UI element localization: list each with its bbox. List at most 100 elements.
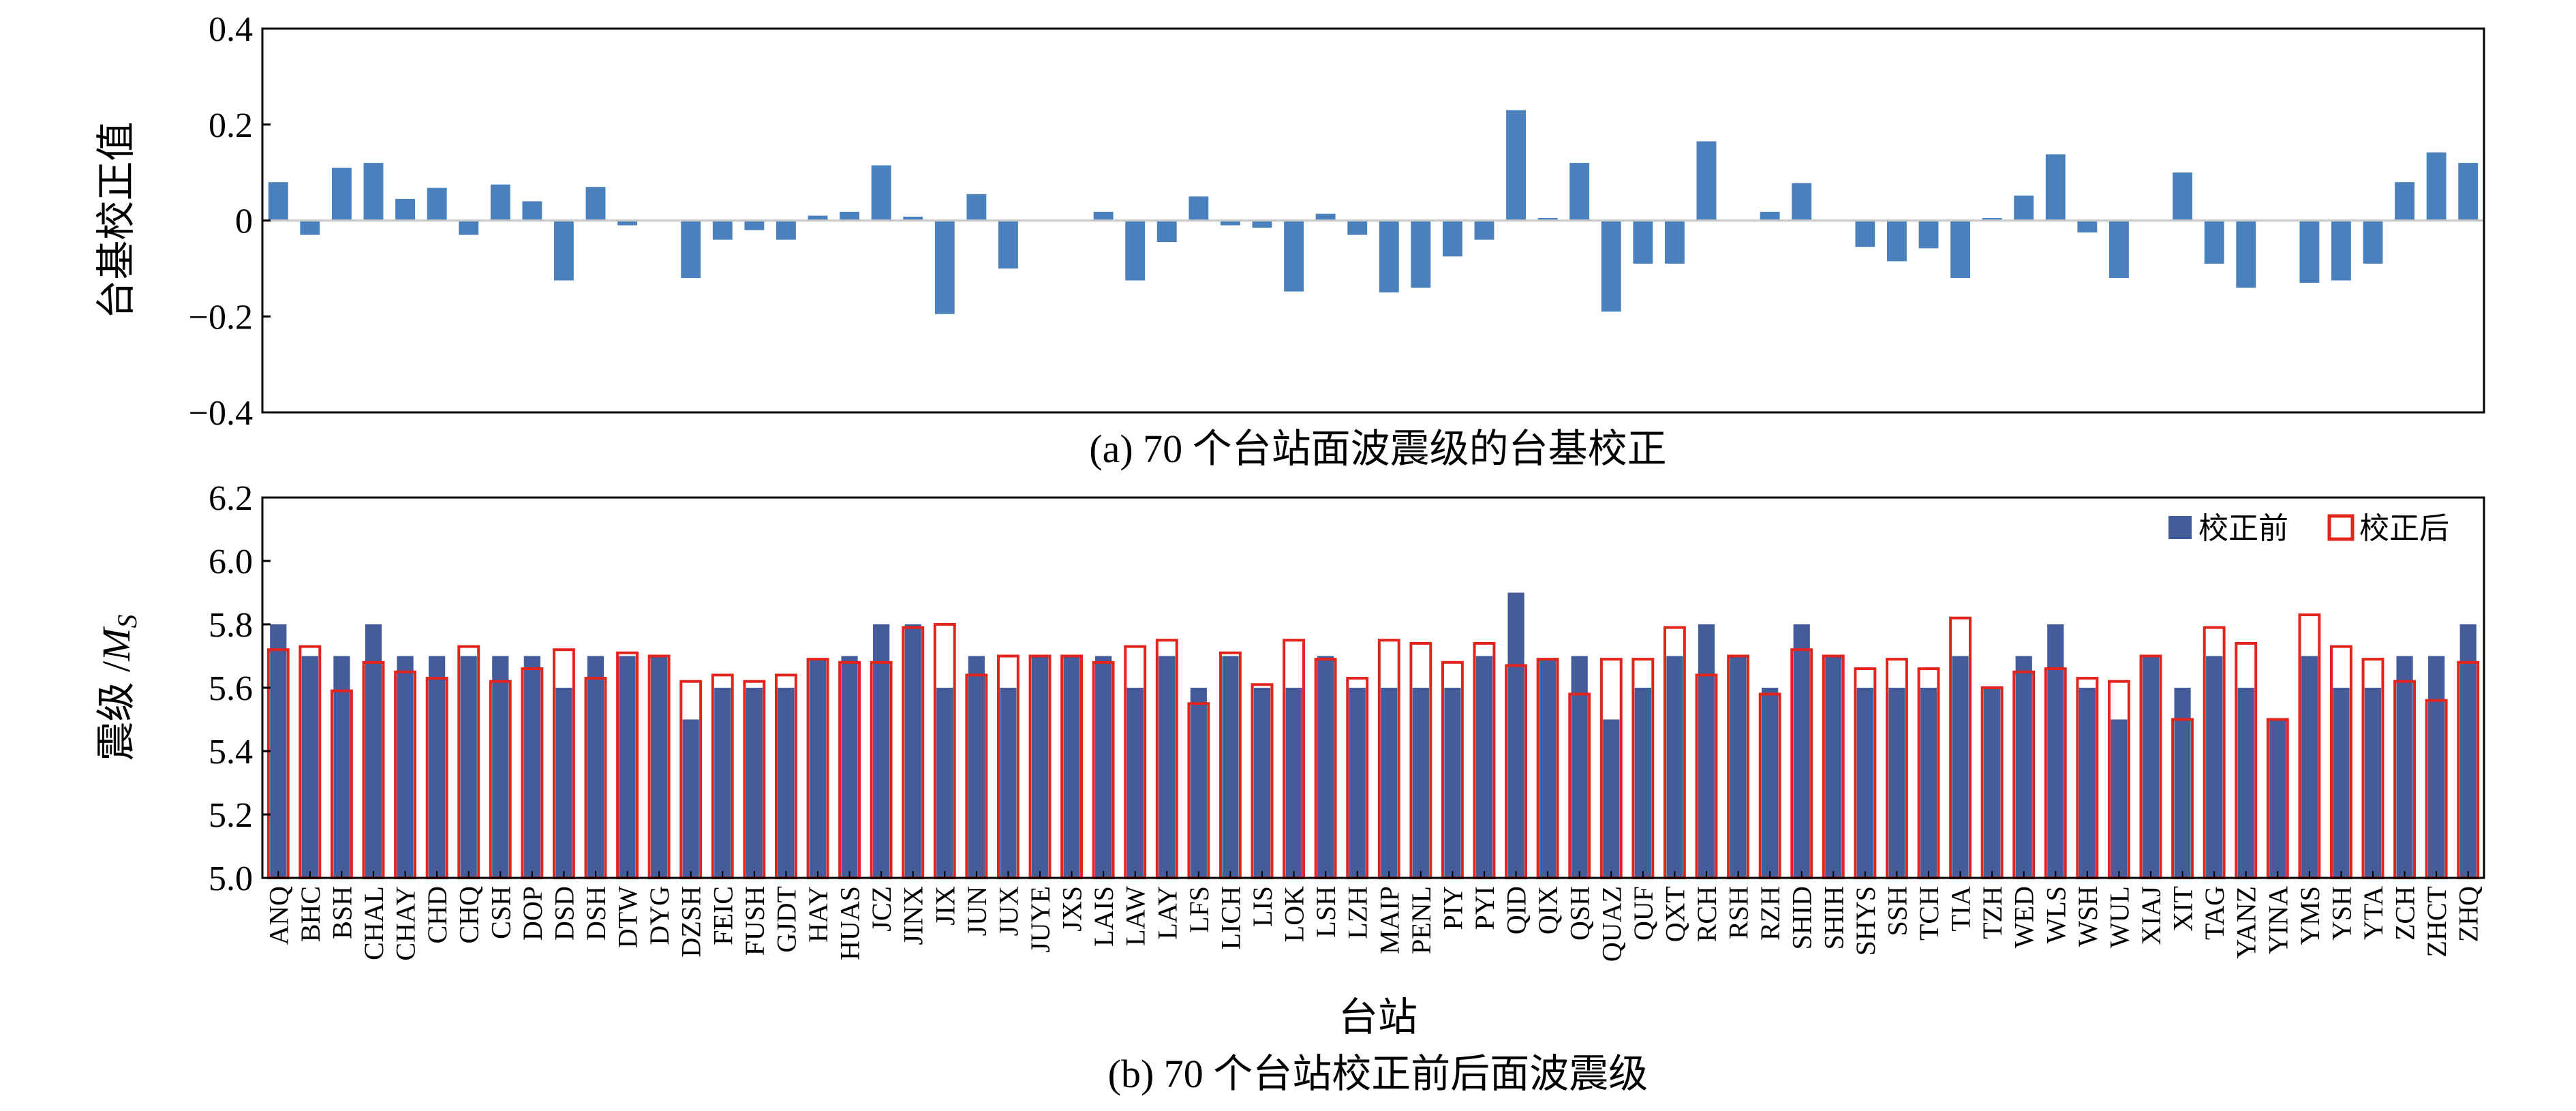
station-label: QXT [1659,886,1690,942]
correction-bar [1125,220,1146,281]
station-label: XIT [2168,886,2198,932]
correction-bar [1474,220,1494,240]
before-bar [1539,659,1557,878]
before-bar [1000,688,1017,878]
station-label: SHYS [1850,886,1881,956]
station-label: JINX [898,886,929,945]
before-bar [2174,688,2191,878]
station-label: TIA [1946,886,1976,932]
correction-bar [300,220,320,235]
y-tick-label: 5.8 [209,606,253,645]
station-label: CHQ [454,886,485,944]
before-bar [1603,719,1620,878]
station-label: PYI [1469,886,1500,930]
correction-bar [1855,220,1875,247]
station-label: LIS [1247,886,1278,927]
station-label: RCH [1691,886,1722,942]
before-bar [778,688,795,878]
correction-bar [268,182,288,221]
station-label: YTA [2358,886,2389,940]
station-label: QIX [1533,886,1563,934]
magnitude-y-axis: 5.0 5.2 5.4 5.6 5.8 6.0 6.2 [209,479,271,898]
station-label: BSH [326,886,357,939]
before-bar [1698,624,1715,878]
correction-bar [2426,152,2447,221]
correction-bar [681,220,701,278]
station-label: PIY [1437,886,1468,930]
before-bar [1381,688,1398,878]
before-bar [714,688,731,878]
before-bar [1571,656,1588,878]
station-label: WED [2009,886,2040,948]
correction-bar [1093,211,1114,221]
y-tick-label: 0 [235,202,253,241]
station-label: HAY [803,886,833,943]
correction-bar [1569,163,1590,221]
station-label: YANZ [2231,886,2262,959]
before-bar [1159,656,1176,878]
legend: 校正前 校正后 [2168,512,2449,545]
station-label: TCH [1914,886,1944,941]
y-tick-label: −0.2 [189,298,253,337]
caption-a: (a) 70 个台站面波震级的台基校正 [1089,427,1666,471]
ylabel-italic: M [94,626,138,662]
before-bar [2079,688,2096,878]
station-label: JUN [962,886,992,936]
before-bar [2111,719,2128,878]
correction-bar [585,187,606,221]
ylabel-subscript: S [112,615,142,628]
correction-bar [776,220,796,240]
station-label: QUAZ [1596,886,1627,962]
before-bar [397,656,414,878]
before-bar [365,624,382,878]
before-bar [841,656,858,878]
before-bar [1190,688,1207,878]
before-bar [1507,592,1524,878]
station-label: ANQ [263,886,294,945]
before-bar [1984,688,2001,878]
correction-bar [2331,220,2351,281]
before-bars [270,592,2477,878]
correction-bar [998,220,1018,269]
station-label: LZH [1343,886,1373,939]
correction-bar [427,187,447,221]
correction-bar [1792,183,1812,221]
correction-bar [1886,220,1907,262]
correction-bar [1664,220,1685,264]
before-bar [429,656,446,878]
correction-bar [2458,163,2479,221]
station-label: JXS [1057,886,1088,932]
before-bar [904,624,921,878]
before-bar [1222,656,1239,878]
correction-bar [1411,220,1431,288]
before-bar [809,659,827,878]
before-bar [2428,656,2445,878]
station-label: JIX [930,886,960,926]
magnitude-chart: 5.05.25.45.65.86.06.2 ANQ BHC BSH CHAL CHAY C… [94,479,2485,1096]
correction-bar [903,216,923,221]
station-label: SHIH [1818,886,1849,949]
correction-bar [553,220,574,281]
before-bar [1952,656,1969,878]
station-label: CHAY [390,886,421,961]
correction-bar [2077,220,2098,233]
correction-bar [2363,220,2383,264]
station-label: TAG [2199,886,2230,940]
correction-bar [459,220,479,235]
correction-bar [1696,141,1717,221]
before-bar [2301,656,2318,878]
correction-y-axis-label: 台基校正值 [94,121,138,319]
station-label: BHC [295,886,326,942]
before-bar [1317,656,1334,878]
correction-bar [1379,220,1399,293]
station-label: LSH [1310,886,1341,938]
station-label: YSH [2326,886,2357,941]
station-label: ZHCT [2421,886,2452,957]
y-tick-label: 5.4 [209,733,253,772]
before-bar [968,656,985,878]
station-label: SSH [1882,886,1912,936]
correction-bar [1633,220,1653,264]
y-tick-label: −0.4 [189,394,253,433]
station-label: QID [1501,886,1532,934]
before-bar [1126,688,1144,878]
